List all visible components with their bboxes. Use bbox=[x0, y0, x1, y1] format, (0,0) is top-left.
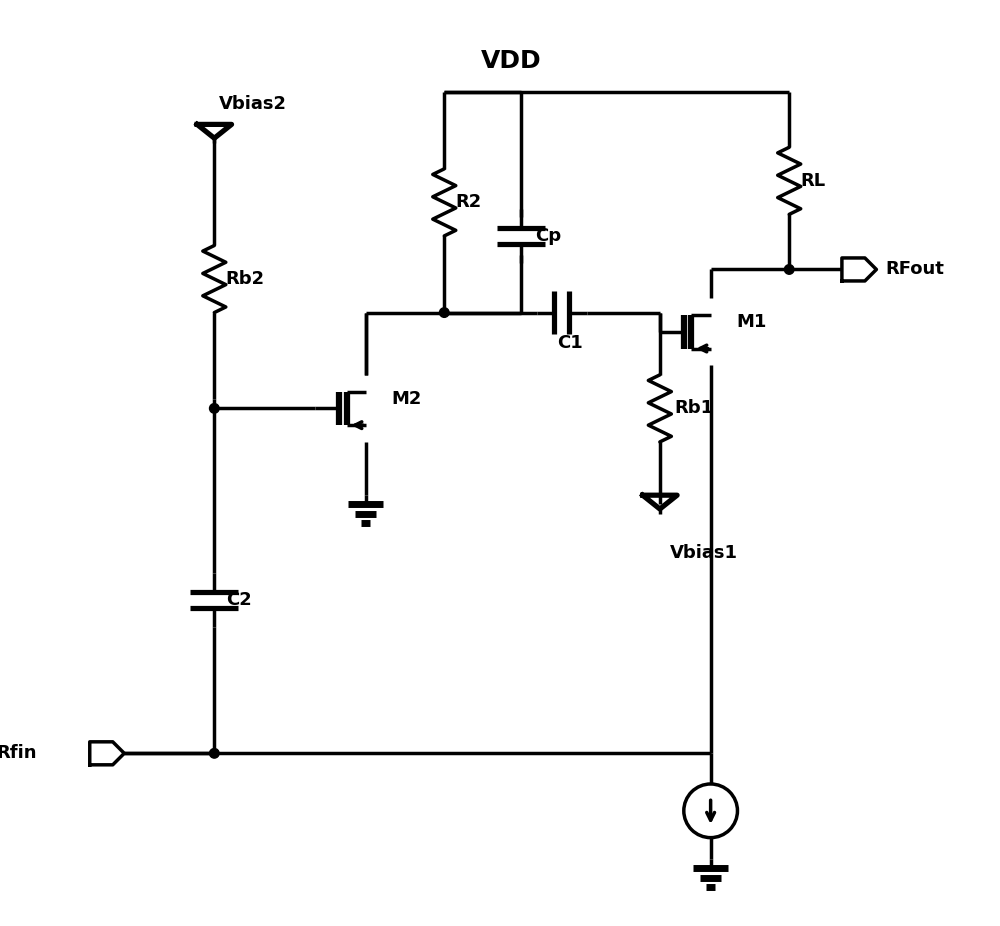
Text: C1: C1 bbox=[557, 333, 583, 352]
Text: VDD: VDD bbox=[481, 49, 542, 73]
Text: Rfin: Rfin bbox=[0, 745, 37, 762]
Text: RFout: RFout bbox=[885, 260, 944, 279]
Circle shape bbox=[210, 404, 219, 413]
Text: M2: M2 bbox=[392, 390, 422, 407]
Text: Vbias2: Vbias2 bbox=[219, 95, 287, 113]
Text: C2: C2 bbox=[226, 591, 252, 609]
Text: Rb1: Rb1 bbox=[674, 399, 713, 418]
Circle shape bbox=[439, 307, 449, 318]
Text: M1: M1 bbox=[737, 313, 767, 332]
Circle shape bbox=[784, 265, 794, 274]
Text: Rb2: Rb2 bbox=[226, 270, 265, 288]
Text: R2: R2 bbox=[456, 194, 482, 211]
Text: RL: RL bbox=[801, 172, 826, 190]
Text: Cp: Cp bbox=[535, 227, 561, 244]
Text: Vbias1: Vbias1 bbox=[669, 544, 737, 562]
Circle shape bbox=[210, 748, 219, 758]
